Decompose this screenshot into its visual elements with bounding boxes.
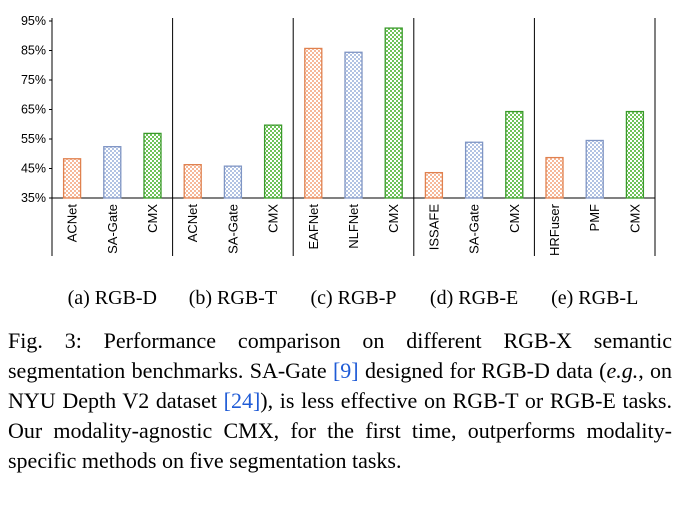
bar-cmx <box>143 132 162 199</box>
caption-text-4: ), is less effective on RGB-T or RGB-E t… <box>8 388 672 473</box>
bar-cmx <box>505 110 524 199</box>
bar-sa-gate <box>103 146 122 199</box>
bar-acnet <box>183 164 202 199</box>
bar-sa-gate <box>223 165 243 199</box>
x-tick-label: CMX <box>627 204 642 233</box>
x-tick-label: CMX <box>507 204 522 233</box>
caption-eg: e.g. <box>606 358 639 383</box>
x-tick-label: SA-Gate <box>105 204 120 254</box>
bar-eafnet <box>304 47 323 199</box>
y-tick-label: 85% <box>21 44 46 58</box>
figure-caption: Fig. 3: Performance comparison on differ… <box>8 326 672 476</box>
bar-cmx <box>625 110 645 199</box>
y-tick-label: 65% <box>21 103 46 117</box>
x-tick-label: ISSAFE <box>426 204 441 251</box>
x-tick-label: SA-Gate <box>467 204 482 254</box>
bar-pmf <box>585 139 604 199</box>
group-label: (b) RGB-T <box>188 287 278 309</box>
x-tick-label: NLFNet <box>346 204 361 249</box>
bar-layer <box>62 27 645 199</box>
bar-nlfnet <box>344 51 363 199</box>
y-tick-label: 45% <box>21 162 46 176</box>
group-label: (e) RGB-L <box>551 287 639 309</box>
caption-text-3: , on NYU Depth V2 dataset <box>8 358 673 413</box>
x-tick-label: SA-Gate <box>225 204 240 254</box>
tick-labels: 35% 45% 55% 65% 75% 85% 95% ACNet SA-Gate CMX ACNe… <box>21 14 642 256</box>
x-tick-label: PMF <box>587 204 602 232</box>
x-tick-label: EAFNet <box>306 204 321 250</box>
bar-sa-gate <box>464 141 484 199</box>
y-tick-label: 55% <box>21 132 46 146</box>
citation-link-24[interactable]: [24] <box>223 388 261 413</box>
group-label: (c) RGB-P <box>310 287 397 309</box>
y-tick-label: 75% <box>21 73 46 87</box>
x-tick-label: CMX <box>266 204 281 233</box>
caption-text-1: Fig. 3: Performance comparison on differ… <box>8 328 672 383</box>
group-label: (a) RGB-D <box>67 287 158 309</box>
bar-acnet <box>62 158 82 199</box>
citation-link-9[interactable]: [9] <box>332 358 359 383</box>
bar-hrfuser <box>545 156 564 199</box>
x-tick-label: CMX <box>145 204 160 233</box>
x-tick-label: ACNet <box>185 204 200 243</box>
x-tick-label: ACNet <box>65 204 80 243</box>
x-tick-label: CMX <box>386 204 401 233</box>
caption-text-2: designed for RGB-D data ( <box>358 358 607 383</box>
y-tick-label: 95% <box>21 14 46 28</box>
y-tick-label: 35% <box>21 191 46 205</box>
group-label: (d) RGB-E <box>429 287 519 309</box>
x-tick-label: HRFuser <box>547 203 562 256</box>
bar-issafe <box>424 171 444 199</box>
bar-cmx <box>263 124 283 199</box>
bar-cmx <box>384 27 403 199</box>
bar-chart: 35% 45% 55% 65% 75% 85% 95% ACNet SA-Gate CMX ACNe… <box>21 14 656 256</box>
